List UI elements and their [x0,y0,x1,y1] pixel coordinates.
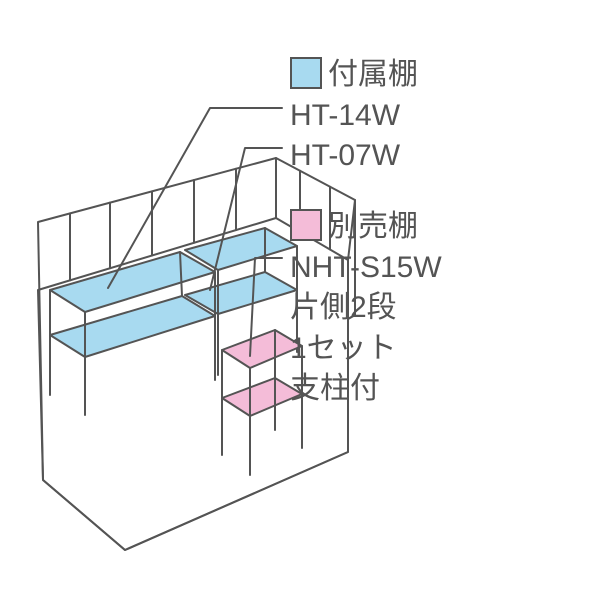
legend-pink-title: 別売棚 [328,210,418,243]
legend-blue-title: 付属棚 [328,58,418,91]
legend-pink-line3: 1セット [290,332,397,365]
legend-pink-line1: NHT-S15W [290,251,442,284]
swatch-pink-icon [290,209,322,241]
legend-blue: 付属棚 HT-14W HT-07W [290,55,418,177]
swatch-blue-icon [290,57,322,89]
legend-blue-line2: HT-07W [290,139,400,172]
legend-pink-line4: 支柱付 [290,372,380,405]
legend-blue-line1: HT-14W [290,99,400,132]
legend-pink: 別売棚 NHT-S15W 片側2段 1セット 支柱付 [290,207,442,410]
legend-pink-line2: 片側2段 [290,291,397,324]
